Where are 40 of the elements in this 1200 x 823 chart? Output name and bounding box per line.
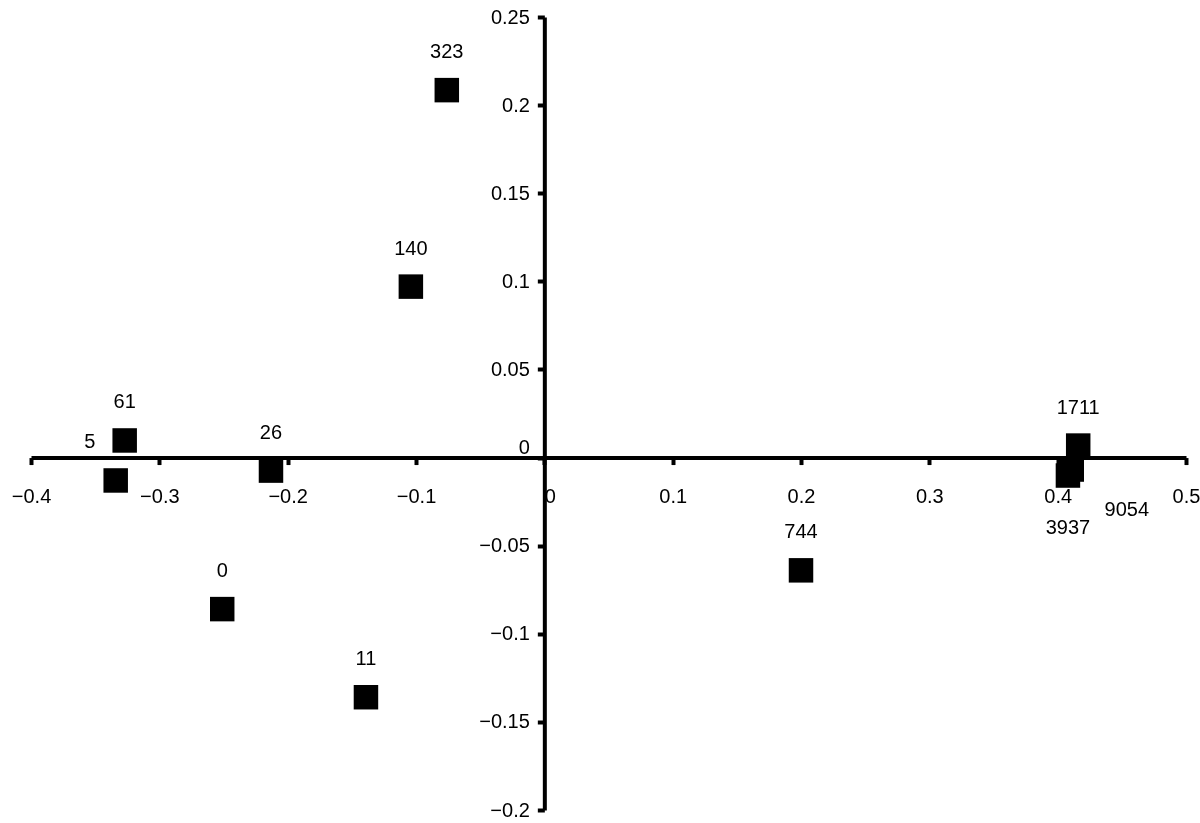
x-tick-label: −0.2 — [268, 485, 308, 508]
y-tick-label: −0.05 — [479, 534, 530, 557]
x-tick-label: 0.1 — [659, 485, 688, 508]
point — [434, 77, 460, 103]
y-tick-label: 0.05 — [490, 357, 530, 380]
annotation: 26 — [259, 420, 283, 443]
y-tick-label: 0.2 — [502, 93, 530, 116]
point — [398, 274, 424, 299]
x-tick-label: 0.5 — [1172, 485, 1200, 508]
point — [103, 468, 128, 493]
point — [209, 596, 235, 622]
annotation: 140 — [394, 236, 428, 259]
x-tick-label: −0.3 — [140, 485, 180, 508]
annotation: 9054 — [1104, 497, 1150, 520]
y-tick-label: −0.15 — [479, 710, 530, 733]
point — [788, 558, 814, 583]
annotation: 5 — [84, 430, 96, 453]
y-tick-label: 0.15 — [490, 181, 530, 204]
annotation: 61 — [113, 390, 136, 413]
point — [258, 458, 284, 483]
annotation: 744 — [784, 520, 818, 543]
point — [353, 684, 379, 710]
y-tick-label: −0.1 — [490, 622, 530, 645]
annotation: 11 — [355, 647, 377, 670]
x-tick-label: −0.4 — [11, 485, 52, 508]
x-tick-label: −0.1 — [396, 485, 437, 508]
y-tick-label: 0.25 — [490, 5, 530, 28]
y-tick-label: 0 — [518, 436, 530, 459]
annotation: 323 — [430, 40, 464, 63]
annotation: 0 — [216, 559, 228, 582]
x-tick-label: 0.4 — [1044, 485, 1073, 508]
x-tick-label: 0.3 — [915, 485, 944, 508]
y-tick-label: 0.1 — [502, 269, 530, 292]
point — [1059, 457, 1085, 482]
annotation: 1711 — [1056, 395, 1100, 418]
point — [1065, 433, 1091, 458]
x-tick-label: 0.2 — [787, 485, 816, 508]
annotation: 3937 — [1045, 515, 1091, 538]
y-tick-label: −0.2 — [490, 798, 530, 821]
point — [112, 428, 137, 453]
